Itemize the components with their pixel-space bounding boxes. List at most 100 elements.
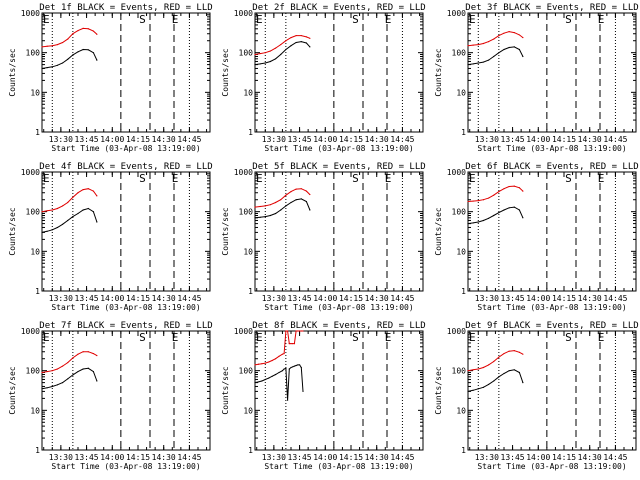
y-tick-label: 1 bbox=[35, 446, 40, 455]
series-point-lld bbox=[278, 355, 280, 357]
y-tick-label: 1 bbox=[461, 128, 466, 137]
y-tick-label: 1 bbox=[461, 446, 466, 455]
series-point-events bbox=[482, 219, 485, 222]
x-tick-label: 13:30 bbox=[262, 135, 286, 144]
series-point-events bbox=[92, 52, 95, 54]
y-tick-label: 1 bbox=[35, 287, 40, 296]
series-point-events bbox=[295, 364, 297, 367]
x-tick-label: 13:30 bbox=[49, 135, 73, 144]
y-tick-label: 100 bbox=[452, 49, 467, 58]
x-tick-label: 14:15 bbox=[552, 294, 576, 303]
marker-e-start: E bbox=[469, 331, 476, 344]
series-point-events bbox=[498, 376, 500, 378]
series-point-events bbox=[41, 67, 43, 70]
series-point-lld bbox=[285, 40, 287, 42]
series-point-events bbox=[513, 206, 515, 208]
series-point-lld bbox=[274, 358, 277, 360]
series-point-events bbox=[477, 388, 479, 390]
series-point-lld bbox=[254, 364, 256, 366]
x-axis-label: Start Time (03-Apr-08 13:19:00) bbox=[51, 144, 200, 153]
x-axis-label: Start Time (03-Apr-08 13:19:00) bbox=[264, 462, 413, 471]
series-point-lld bbox=[77, 30, 79, 32]
plot-frame bbox=[41, 171, 211, 292]
series-point-events bbox=[274, 373, 277, 376]
series-point-lld bbox=[513, 350, 515, 352]
y-tick-label: 1000 bbox=[447, 327, 466, 336]
series-line-lld bbox=[254, 35, 311, 55]
series-point-events bbox=[264, 62, 266, 64]
series-point-events bbox=[77, 370, 79, 373]
series-point-events bbox=[46, 387, 48, 389]
x-tick-label: 14:45 bbox=[390, 135, 414, 144]
series-point-events bbox=[290, 45, 292, 47]
series-point-events bbox=[467, 223, 469, 225]
chart-title: Det 9f BLACK = Events, RED = LLD bbox=[465, 321, 638, 331]
series-point-lld bbox=[286, 330, 289, 332]
y-axis-label: Counts/sec bbox=[434, 48, 443, 96]
chart-panel-9: Det 9f BLACK = Events, RED = LLD 1 10 100 10… bbox=[434, 321, 639, 471]
series-point-lld bbox=[274, 47, 277, 49]
series-point-lld bbox=[487, 197, 490, 199]
series-point-lld bbox=[281, 353, 284, 355]
series-point-lld bbox=[82, 351, 84, 353]
series-point-lld bbox=[51, 45, 53, 47]
series-point-lld bbox=[513, 32, 515, 34]
series-point-events bbox=[288, 368, 290, 370]
y-axis-label: Counts/sec bbox=[8, 366, 17, 414]
series-point-events bbox=[285, 48, 287, 51]
x-axis-label: Start Time (03-Apr-08 13:19:00) bbox=[477, 303, 626, 312]
marker-s: S bbox=[565, 13, 572, 26]
series-point-lld bbox=[522, 353, 524, 355]
series-point-lld bbox=[295, 188, 297, 190]
x-tick-label: 13:30 bbox=[475, 294, 499, 303]
series-point-lld bbox=[518, 351, 521, 353]
x-tick-label: 13:45 bbox=[288, 294, 312, 303]
series-point-events bbox=[285, 367, 287, 369]
series-point-events bbox=[305, 42, 308, 44]
series-point-events bbox=[522, 55, 524, 58]
marker-e-start: E bbox=[43, 331, 50, 344]
plot-frame bbox=[254, 12, 424, 133]
series-point-events bbox=[264, 378, 266, 381]
series-point-events bbox=[508, 370, 510, 372]
series-point-events bbox=[271, 375, 273, 377]
y-tick-label: 100 bbox=[239, 49, 254, 58]
marker-e-start: E bbox=[256, 172, 263, 185]
x-tick-label: 14:30 bbox=[578, 294, 602, 303]
y-tick-label: 100 bbox=[239, 208, 254, 217]
series-point-events bbox=[467, 390, 469, 393]
x-tick-label: 14:00 bbox=[100, 453, 124, 462]
series-point-events bbox=[493, 55, 495, 58]
series-point-lld bbox=[41, 46, 43, 48]
series-point-events bbox=[487, 383, 490, 386]
series-point-events bbox=[292, 366, 294, 368]
series-point-events bbox=[477, 62, 479, 64]
series-point-lld bbox=[280, 43, 282, 46]
series-point-events bbox=[56, 384, 59, 386]
y-tick-label: 1 bbox=[248, 128, 253, 137]
series-point-events bbox=[51, 385, 53, 388]
x-tick-label: 14:45 bbox=[390, 294, 414, 303]
series-point-events bbox=[274, 58, 277, 60]
series-point-events bbox=[61, 62, 64, 64]
marker-e-end: E bbox=[385, 331, 392, 344]
marker-e-end: E bbox=[172, 331, 179, 344]
series-point-events bbox=[82, 48, 84, 51]
series-point-lld bbox=[96, 354, 98, 357]
marker-s: S bbox=[565, 172, 572, 185]
marker-s: S bbox=[139, 172, 146, 185]
marker-s: S bbox=[139, 13, 146, 26]
series-point-lld bbox=[498, 191, 500, 193]
y-tick-label: 10 bbox=[456, 406, 466, 415]
series-point-events bbox=[92, 211, 95, 213]
series-point-lld bbox=[297, 330, 299, 332]
marker-e-start: E bbox=[256, 331, 263, 344]
series-point-events bbox=[51, 229, 53, 231]
series-point-lld bbox=[56, 43, 59, 46]
series-point-events bbox=[77, 212, 79, 215]
series-point-events bbox=[472, 222, 474, 224]
y-tick-label: 10 bbox=[243, 406, 253, 415]
series-point-lld bbox=[92, 190, 95, 192]
marker-e-start: E bbox=[43, 172, 50, 185]
y-tick-label: 100 bbox=[26, 208, 41, 217]
